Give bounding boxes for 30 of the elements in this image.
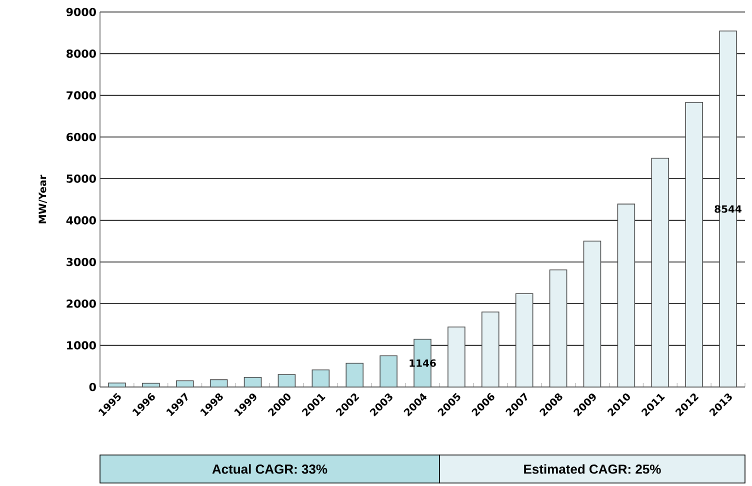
bar xyxy=(142,382,160,388)
y-tick-label: 2000 xyxy=(66,300,96,308)
bar xyxy=(380,355,398,388)
y-tick-label: 0 xyxy=(89,382,96,392)
bar xyxy=(651,158,670,388)
bar xyxy=(312,370,330,388)
bar xyxy=(617,204,636,388)
bar xyxy=(210,379,228,388)
y-tick-label: 3000 xyxy=(66,258,96,266)
bar xyxy=(278,374,296,388)
bar xyxy=(685,102,703,388)
bar xyxy=(346,362,364,388)
bar xyxy=(448,326,466,388)
text: Actual CAGR: 33% xyxy=(212,464,328,474)
bar xyxy=(108,382,126,388)
y-tick-label: 6000 xyxy=(66,132,96,142)
text: Estimated CAGR: 25% xyxy=(524,464,661,474)
y-tick-label: 9000 xyxy=(66,8,96,16)
y-axis-title: MW/Year xyxy=(38,174,47,224)
bar xyxy=(549,270,568,388)
y-tick-label: 4000 xyxy=(66,216,96,224)
y-tick-label: 5000 xyxy=(66,174,96,183)
y-tick-label: 7000 xyxy=(66,91,96,100)
bar xyxy=(583,240,602,388)
bar xyxy=(244,377,262,388)
bar xyxy=(482,312,500,388)
bar xyxy=(176,380,194,388)
y-tick-label: 8000 xyxy=(66,50,96,58)
bar xyxy=(515,293,534,388)
y-tick-label: 1000 xyxy=(67,341,96,350)
